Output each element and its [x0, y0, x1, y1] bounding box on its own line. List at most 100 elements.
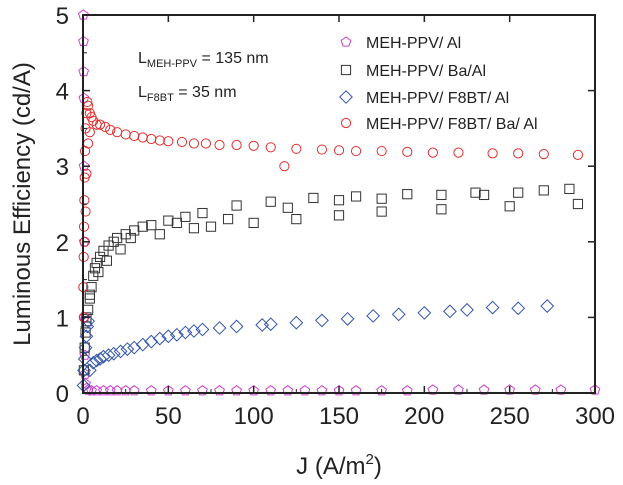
- data-point-series-1: [308, 192, 319, 204]
- x-tick-label: 200: [404, 403, 444, 430]
- x-axis-label: J (A/m2): [296, 451, 382, 480]
- y-tick-label: 5: [56, 3, 69, 30]
- data-point-series-0: [401, 385, 413, 396]
- data-point-series-3: [487, 148, 498, 159]
- data-point-series-1: [231, 200, 242, 211]
- data-point-series-1: [137, 221, 148, 232]
- data-point-series-0: [504, 384, 516, 395]
- data-point-series-1: [86, 282, 97, 293]
- y-tick-label: 3: [56, 154, 69, 181]
- data-point-series-2: [540, 299, 555, 313]
- data-point-series-2: [106, 346, 121, 361]
- data-point-series-2: [77, 363, 91, 378]
- data-point-series-0: [86, 385, 97, 396]
- data-point-series-2: [289, 315, 304, 330]
- data-point-series-2: [391, 307, 406, 322]
- data-point-series-2: [195, 322, 210, 337]
- data-point-series-1: [205, 221, 217, 232]
- data-point-series-3: [538, 149, 549, 160]
- data-point-series-1: [84, 293, 95, 304]
- data-point-series-2: [152, 331, 167, 346]
- data-point-series-2: [187, 324, 201, 338]
- legend-marker-2: [339, 90, 353, 104]
- data-point-series-0: [282, 385, 294, 396]
- data-point-series-1: [188, 223, 200, 234]
- data-point-series-2: [340, 311, 355, 326]
- data-point-series-1: [146, 220, 157, 231]
- data-point-series-1: [94, 251, 106, 263]
- data-point-series-2: [144, 334, 159, 349]
- data-point-series-1: [103, 240, 114, 251]
- data-point-series-1: [333, 195, 345, 206]
- data-point-series-1: [98, 245, 109, 256]
- data-point-series-0: [197, 385, 208, 396]
- data-point-series-1: [115, 244, 126, 255]
- data-point-series-1: [222, 214, 234, 225]
- data-point-series-3: [129, 130, 140, 142]
- x-tick-label: 250: [490, 403, 530, 430]
- data-point-series-3: [105, 124, 116, 136]
- data-point-series-1: [171, 217, 182, 229]
- data-point-series-2: [366, 308, 381, 323]
- data-point-series-2: [212, 321, 227, 335]
- data-point-series-2: [255, 318, 270, 332]
- data-point-series-3: [376, 145, 387, 157]
- data-point-series-0: [128, 385, 140, 396]
- data-point-series-1: [478, 189, 490, 201]
- data-point-series-1: [376, 193, 387, 204]
- data-point-series-3: [120, 129, 131, 140]
- data-point-series-0: [78, 160, 90, 171]
- data-point-series-1: [120, 229, 131, 240]
- data-point-series-1: [108, 236, 119, 247]
- data-point-series-3: [163, 136, 174, 147]
- data-point-series-3: [84, 127, 95, 138]
- data-point-series-3: [572, 149, 584, 160]
- data-points: [76, 9, 601, 396]
- data-point-series-1: [112, 232, 123, 244]
- data-point-series-1: [282, 202, 293, 213]
- data-point-series-0: [299, 385, 311, 396]
- data-point-series-2: [86, 355, 101, 370]
- data-point-series-0: [104, 385, 116, 396]
- data-point-series-1: [101, 255, 112, 266]
- data-point-series-3: [94, 119, 106, 130]
- y-tick-label: 2: [56, 230, 69, 257]
- legend-marker-0: [340, 36, 352, 47]
- data-point-series-1: [402, 189, 413, 200]
- data-point-series-3: [316, 144, 328, 155]
- x-tick-label: 100: [234, 403, 274, 430]
- data-point-series-1: [125, 232, 136, 244]
- data-point-series-1: [291, 214, 302, 225]
- annotation-meh-ppv-thickness: LMEH-PPV = 135 nm: [138, 50, 269, 70]
- data-point-series-2: [443, 304, 457, 319]
- legend: MEH-PPV/ Al MEH-PPV/ Ba/Al MEH-PPV/ F8BT/ …: [339, 35, 538, 133]
- data-point-series-3: [214, 139, 225, 151]
- data-point-series-3: [188, 138, 200, 149]
- data-point-series-0: [98, 385, 109, 396]
- x-tick-label: 0: [76, 403, 89, 430]
- y-tick-label: 0: [56, 381, 69, 408]
- data-point-series-2: [96, 349, 111, 364]
- data-point-series-2: [161, 329, 176, 344]
- data-point-series-3: [78, 221, 90, 232]
- x-axis-label-sup: 2: [365, 451, 373, 468]
- data-point-series-2: [101, 348, 116, 363]
- data-point-series-3: [279, 161, 290, 172]
- data-point-series-2: [169, 327, 184, 342]
- data-point-series-2: [229, 319, 244, 334]
- data-point-series-0: [162, 385, 174, 396]
- data-point-series-2: [178, 325, 193, 340]
- data-point-series-0: [231, 385, 242, 396]
- data-point-series-0: [180, 385, 191, 396]
- plot-frame: [82, 14, 596, 394]
- data-point-series-1: [513, 187, 524, 198]
- data-point-series-2: [127, 340, 142, 355]
- data-point-series-1: [564, 183, 575, 194]
- data-point-series-3: [154, 135, 165, 146]
- data-point-series-2: [89, 353, 104, 368]
- data-point-series-1: [93, 266, 104, 278]
- data-point-series-3: [513, 148, 524, 159]
- data-point-series-0: [79, 349, 91, 360]
- x-tick-label: 300: [575, 403, 615, 430]
- data-point-series-1: [84, 289, 95, 300]
